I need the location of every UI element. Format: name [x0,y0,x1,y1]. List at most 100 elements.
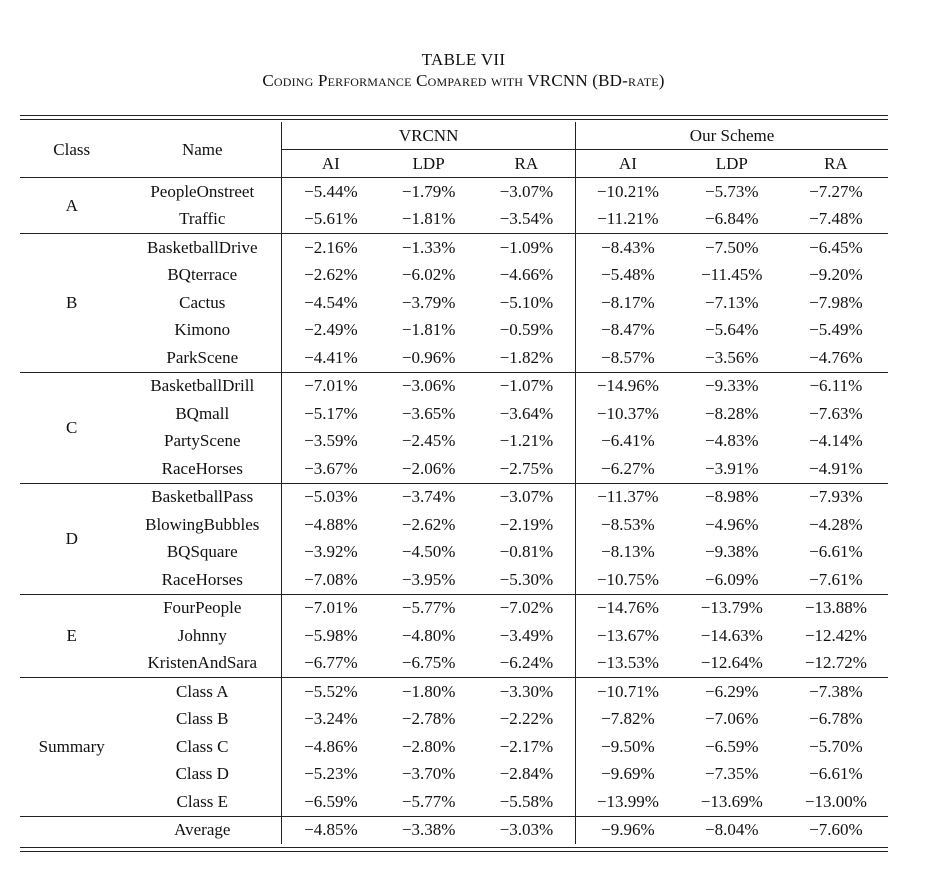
name-cell: Class B [176,709,229,729]
our-scheme-value-cell: −5.64% [705,320,759,340]
vrcnn-value-cell: −6.75% [401,653,456,673]
our-scheme-value-cell: −9.33% [679,371,784,400]
name-cell: Cactus [179,292,226,312]
table-row: Class C −4.86% −2.80% −2.17% −9.50% −6.59% −5.… [20,733,888,761]
our-scheme-value-cell: −8.43% [575,233,680,262]
class-cell: Summary [20,677,124,816]
vrcnn-value-cell: −3.67% [281,455,380,483]
vrcnn-value-cell: −2.45% [401,431,456,451]
vrcnn-value-cell: −4.41% [281,344,380,372]
table-row: RaceHorses −7.08% −3.95% −5.30% −10.75% −6.09… [20,566,888,594]
vrcnn-value-cell: −3.64% [499,403,554,423]
our-scheme-value-cell: −10.71% [575,677,680,706]
table-row: BlowingBubbles −4.88% −2.62% −2.19% −8.53% −4… [20,511,888,539]
vrcnn-value-cell: −2.16% [281,233,380,262]
our-scheme-value-cell: −6.78% [809,709,863,729]
our-scheme-value-cell: −13.00% [804,791,867,811]
vrcnn-value-cell: −2.17% [499,736,554,756]
class-cell: A [20,177,124,234]
our-scheme-value-cell: −6.61% [809,764,863,784]
vrcnn-value-cell: −3.95% [401,569,456,589]
our-scheme-value-cell: −7.13% [705,292,759,312]
top-rule-inner [20,119,888,120]
our-scheme-value-cell: −4.91% [809,458,863,478]
name-cell: BasketballPass [123,482,282,511]
table-body: A PeopleOnstreet −5.44% −1.79% −3.07% −10.21%… [20,177,888,844]
name-cell: PartyScene [164,431,241,451]
name-cell: Kimono [174,320,231,340]
vrcnn-value-cell: −4.54% [281,289,380,317]
vrcnn-value-cell: −3.92% [281,538,380,566]
our-scheme-value-cell: −14.63% [700,625,763,645]
our-scheme-value-cell: −10.37% [575,400,680,428]
vrcnn-value-cell: −1.09% [477,233,576,262]
table-row: E FourPeople −7.01% −5.77% −7.02% −14.76% −13.… [20,593,888,678]
table-row: D BasketballPass −5.03% −3.74% −3.07% −11.37%… [20,482,888,594]
header-group-our-scheme: Our Scheme [575,122,888,150]
our-scheme-value-cell: −7.06% [705,709,759,729]
our-scheme-value-cell: −7.50% [679,233,784,262]
vrcnn-value-cell: −2.49% [281,316,380,344]
our-scheme-value-cell: −7.98% [809,292,863,312]
vrcnn-value-cell: −3.54% [499,209,554,229]
table-row: Summary Class A −5.52% −1.80% −3.30% −10.71% −… [20,677,888,816]
vrcnn-value-cell: −1.79% [379,177,478,206]
table-row: BQSquare −3.92% −4.50% −0.81% −8.13% −9.38% −6… [20,538,888,566]
vrcnn-value-cell: −6.02% [401,265,456,285]
bd-rate-table: Class Name VRCNN Our Scheme AI LDP RA AI… [20,122,888,844]
class-cell: E [20,593,124,678]
our-scheme-value-cell: −8.47% [575,316,680,344]
class-cell [20,815,124,844]
our-scheme-value-cell: −6.45% [783,233,888,262]
bottom-rule-outer [20,847,888,848]
our-scheme-value-cell: −8.28% [705,403,759,423]
table-row: Kimono −2.49% −1.81% −0.59% −8.47% −5.64% −5.4… [20,316,888,344]
name-cell: Class A [123,677,282,706]
our-scheme-value-cell: −4.14% [809,431,863,451]
name-cell: RaceHorses [161,569,243,589]
class-cell: C [20,371,124,483]
our-scheme-value-cell: −6.59% [705,736,759,756]
vrcnn-value-cell: −4.86% [281,733,380,761]
vrcnn-value-cell: −4.50% [401,542,456,562]
our-scheme-value-cell: −13.99% [575,788,680,816]
vrcnn-value-cell: −1.80% [379,677,478,706]
table-row: Average −4.85% −3.38% −3.03% −9.96% −8.04% −7.… [20,815,888,844]
name-cell: Class C [176,736,229,756]
vrcnn-value-cell: −0.96% [401,347,456,367]
name-cell: BasketballDrive [123,233,282,262]
our-scheme-value-cell: −7.35% [705,764,759,784]
vrcnn-value-cell: −7.02% [477,593,576,622]
name-cell: Class D [175,764,229,784]
our-scheme-value-cell: −12.72% [804,653,867,673]
table-row: Johnny −5.98% −4.80% −3.49% −13.67% −14.63% −1… [20,622,888,650]
our-scheme-value-cell: −9.50% [575,733,680,761]
vrcnn-value-cell: −0.59% [499,320,554,340]
bottom-rule-inner [20,851,888,852]
table-title: Coding Performance Compared with VRCNN (… [262,71,665,90]
name-cell: BQSquare [166,542,238,562]
name-cell: ParkScene [166,347,239,367]
our-scheme-value-cell: −6.11% [783,371,888,400]
our-scheme-value-cell: −10.75% [575,566,680,594]
top-rule-outer [20,115,888,116]
our-scheme-value-cell: −8.57% [575,344,680,372]
name-cell: Traffic [179,209,226,229]
name-cell: PeopleOnstreet [123,177,282,206]
vrcnn-value-cell: −3.38% [379,815,478,844]
our-scheme-value-cell: −12.42% [804,625,867,645]
vrcnn-value-cell: −5.98% [281,622,380,650]
our-scheme-value-cell: −6.41% [575,427,680,455]
our-scheme-value-cell: −13.79% [679,593,784,622]
vrcnn-value-cell: −2.22% [499,709,554,729]
our-scheme-value-cell: −9.96% [575,815,680,844]
our-scheme-value-cell: −5.70% [809,736,863,756]
our-scheme-value-cell: −6.29% [679,677,784,706]
our-scheme-value-cell: −11.21% [575,205,680,234]
vrcnn-value-cell: −1.07% [477,371,576,400]
our-scheme-value-cell: −7.93% [783,482,888,511]
name-cell: BlowingBubbles [145,514,260,534]
header-sub: AI [281,149,380,178]
header-class: Class [53,139,91,159]
vrcnn-value-cell: −2.84% [499,764,554,784]
